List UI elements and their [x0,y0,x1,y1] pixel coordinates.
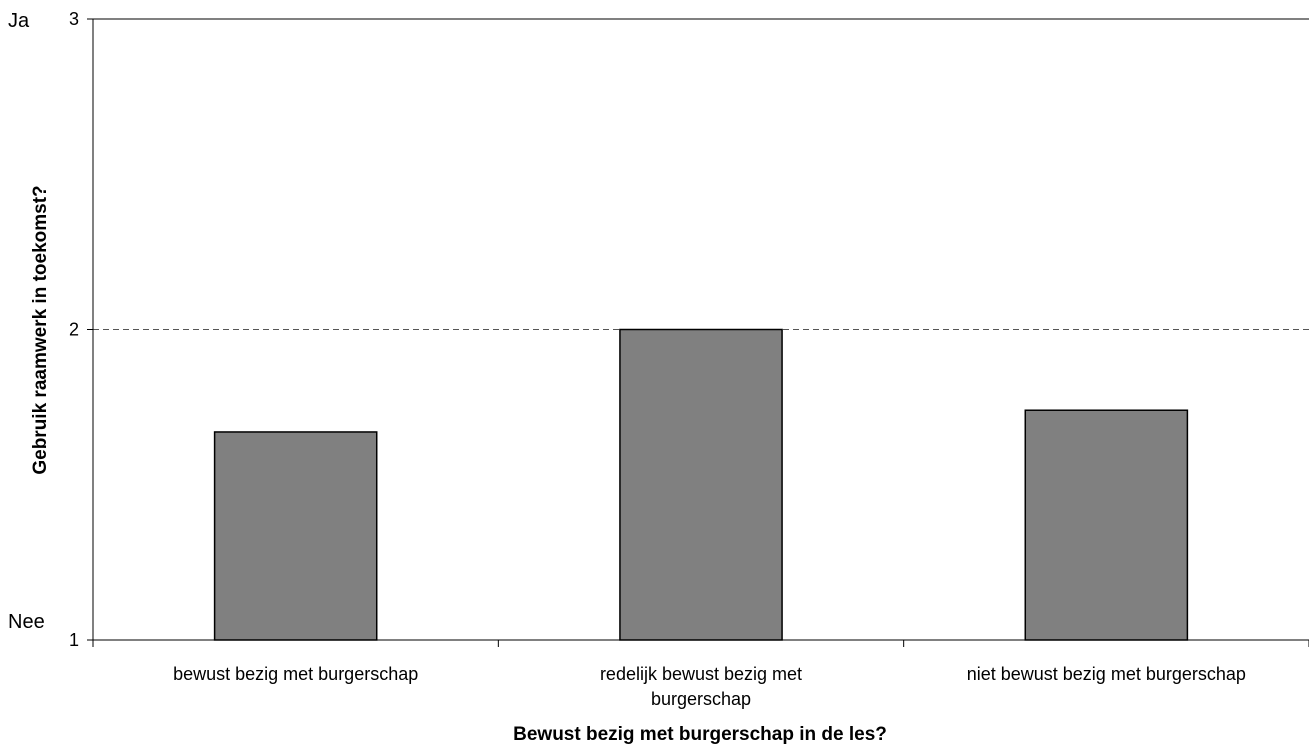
bar-1 [213,431,378,641]
plot-area: 1 2 3 bewust bezig met burgerschap redelijk … [69,9,1309,709]
bar-2 [619,328,783,641]
x-axis-title: Bewust bezig met burgerschap in de les? [513,724,887,745]
x-tick-label-2: redelijk bewust bezig met burgerschap [600,664,802,709]
y-side-label-top: Ja [8,10,30,32]
y-tick-label-2: 2 [69,320,79,340]
y-axis-title: Gebruik raamwerk in toekomst? [30,185,51,474]
x-tick-label-3: niet bewust bezig met burgerschap [967,664,1246,684]
y-side-label-bottom: Nee [8,611,45,633]
y-tick-label-3: 3 [69,9,79,29]
bar-3 [1024,409,1189,641]
x-tick-label-1: bewust bezig met burgerschap [173,664,418,684]
y-tick-label-1: 1 [69,630,79,650]
